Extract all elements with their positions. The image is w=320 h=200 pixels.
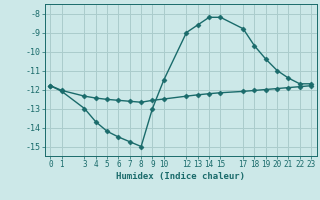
X-axis label: Humidex (Indice chaleur): Humidex (Indice chaleur)	[116, 172, 245, 181]
